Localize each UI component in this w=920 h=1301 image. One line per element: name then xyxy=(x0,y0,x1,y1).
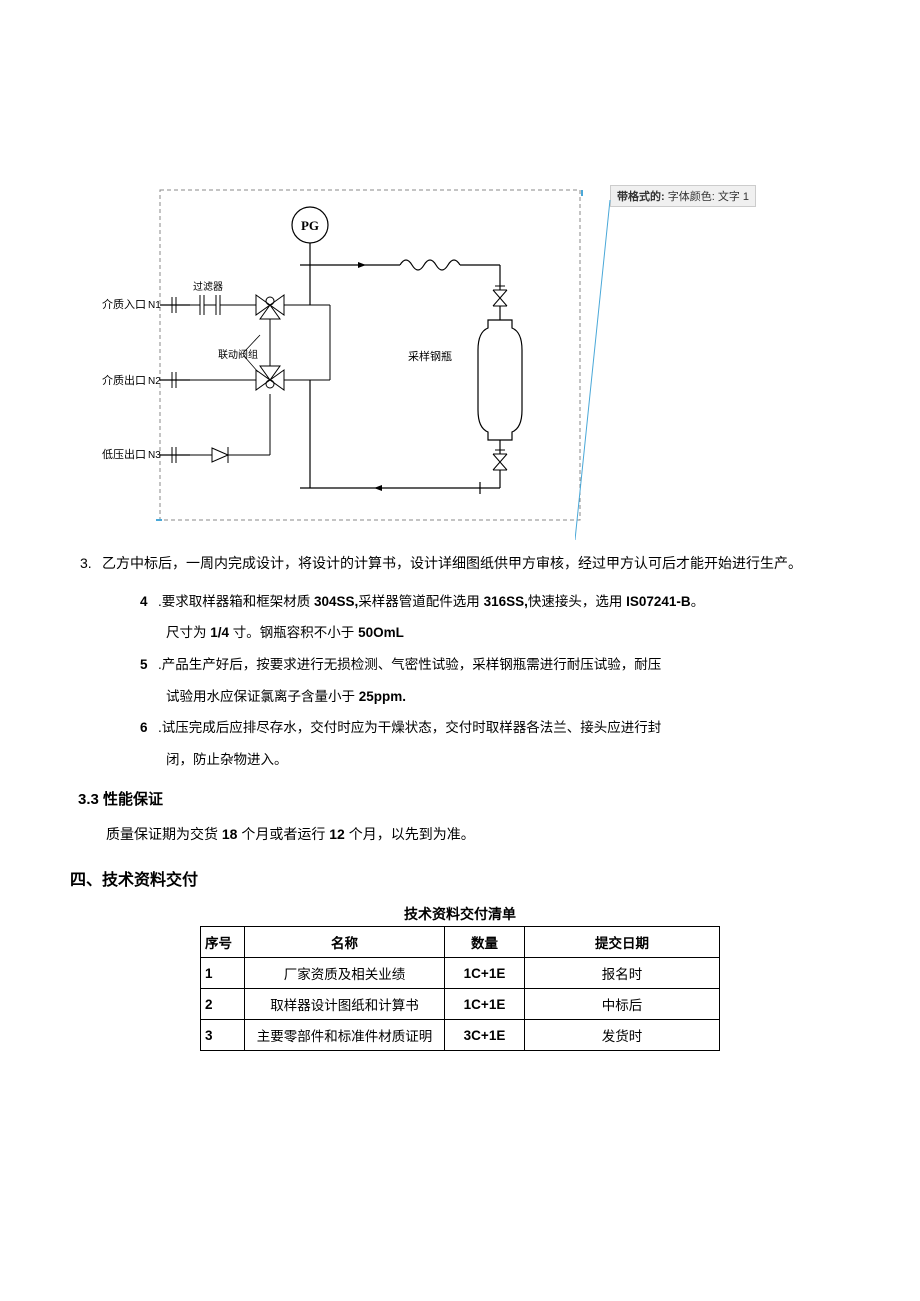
sub-item-continuation: 试验用水应保证氯离子含量小于 25ppm. xyxy=(166,684,860,710)
document-page: PG 采样钢瓶 xyxy=(0,0,920,1091)
th-qty: 数量 xyxy=(445,927,525,958)
filter-label: 过滤器 xyxy=(193,280,223,293)
table-cell: 1C+1E xyxy=(445,989,525,1020)
sub-list-item: 5.产品生产好后，按要求进行无损检测、气密性试验，采样钢瓶需进行耐压试验，耐压 xyxy=(140,652,860,678)
text-span: .试压完成后应排尽存水，交付时应为干燥状态，交付时取样器各法兰、接头应进行封 xyxy=(158,720,661,735)
n2-id: N2 xyxy=(148,376,161,387)
bottle-label: 采样钢瓶 xyxy=(408,349,452,363)
table-row: 2取样器设计图纸和计算书1C+1E中标后 xyxy=(201,989,720,1020)
comment-label: 带格式的: xyxy=(617,191,665,203)
n1-label: 介质入口 xyxy=(102,298,146,311)
table-cell: 主要零部件和标准件材质证明 xyxy=(245,1020,445,1051)
text-span: 12 xyxy=(329,826,348,842)
item3-text: 乙方中标后，一周内完成设计，将设计的计算书，设计详细图纸供甲方审核，经过甲方认可… xyxy=(102,555,802,571)
th-date: 提交日期 xyxy=(525,927,720,958)
table-cell: 中标后 xyxy=(525,989,720,1020)
table-cell: 1C+1E xyxy=(445,958,525,989)
sub-item-continuation: 尺寸为 1/4 寸。钢瓶容积不小于 50OmL xyxy=(166,620,860,646)
th-name: 名称 xyxy=(245,927,445,958)
n3-label: 低压出口 xyxy=(102,447,146,461)
text-span: 尺寸为 xyxy=(166,625,210,640)
text-span: 1/4 xyxy=(210,625,233,640)
table-cell: 取样器设计图纸和计算书 xyxy=(245,989,445,1020)
text-span: 个月或者运行 xyxy=(241,826,329,842)
text-span: 快速接头，选用 xyxy=(528,594,626,609)
text-span: IS07241-B xyxy=(626,594,691,609)
text-span: 18 xyxy=(222,826,241,842)
text-span: 50OmL xyxy=(358,625,404,640)
text-span: 25ppm. xyxy=(359,689,406,704)
text-span: 316SS, xyxy=(484,594,528,609)
sub-item-continuation: 闭，防止杂物进入。 xyxy=(166,747,860,773)
text-span: 采样器管道配件选用 xyxy=(358,594,483,609)
text-span: 寸。钢瓶容积不小于 xyxy=(233,625,358,640)
table-cell: 3 xyxy=(201,1020,245,1051)
n3-id: N3 xyxy=(148,450,161,461)
table-row: 1厂家资质及相关业绩1C+1E报名时 xyxy=(201,958,720,989)
comment-value: 字体颜色: 文字 1 xyxy=(668,191,749,203)
text-span: 。 xyxy=(691,594,705,609)
pg-label: PG xyxy=(301,218,319,233)
text-span: 闭，防止杂物进入。 xyxy=(166,752,288,767)
warranty-text: 质量保证期为交货 18 个月或者运行 12 个月，以先到为准。 xyxy=(106,821,860,848)
n1-id: N1 xyxy=(148,300,161,311)
table-cell: 发货时 xyxy=(525,1020,720,1051)
format-comment: 带格式的: 字体颜色: 文字 1 xyxy=(610,185,756,207)
sub-item-num: 5 xyxy=(140,652,158,678)
text-span: 试验用水应保证氯离子含量小于 xyxy=(166,689,359,704)
table-cell: 3C+1E xyxy=(445,1020,525,1051)
delivery-table: 序号 名称 数量 提交日期 1厂家资质及相关业绩1C+1E报名时2取样器设计图纸… xyxy=(200,926,720,1051)
sub-list: 4.要求取样器箱和框架材质 304SS,采样器管道配件选用 316SS,快速接头… xyxy=(140,589,860,773)
item3-num: 3. xyxy=(80,550,102,577)
text-span: 个月，以先到为准。 xyxy=(349,826,475,842)
diagram-svg: PG 采样钢瓶 xyxy=(100,180,590,530)
sub-list-item: 4.要求取样器箱和框架材质 304SS,采样器管道配件选用 316SS,快速接头… xyxy=(140,589,860,615)
n2-label: 介质出口 xyxy=(102,373,146,387)
table-cell: 厂家资质及相关业绩 xyxy=(245,958,445,989)
sub-list-item: 6.试压完成后应排尽存水，交付时应为干燥状态，交付时取样器各法兰、接头应进行封 xyxy=(140,715,860,741)
text-span: 304SS, xyxy=(314,594,358,609)
piping-diagram: PG 采样钢瓶 xyxy=(100,180,860,530)
text-span: .产品生产好后，按要求进行无损检测、气密性试验，采样钢瓶需进行耐压试验，耐压 xyxy=(158,657,661,672)
text-span: .要求取样器箱和框架材质 xyxy=(158,594,314,609)
sub-item-num: 4 xyxy=(140,589,158,615)
table-cell: 报名时 xyxy=(525,958,720,989)
heading-4: 四、技术资料交付 xyxy=(70,866,860,890)
heading-3-3: 3.3 性能保证 xyxy=(78,788,860,809)
table-row: 3主要零部件和标准件材质证明3C+1E发货时 xyxy=(201,1020,720,1051)
table-cell: 1 xyxy=(201,958,245,989)
sub-item-num: 6 xyxy=(140,715,158,741)
table-title: 技术资料交付清单 xyxy=(60,904,860,924)
table-cell: 2 xyxy=(201,989,245,1020)
list-item-3: 3.乙方中标后，一周内完成设计，将设计的计算书，设计详细图纸供甲方审核，经过甲方… xyxy=(60,550,860,577)
th-seq: 序号 xyxy=(201,927,245,958)
linkage-label: 联动阀组 xyxy=(218,348,258,361)
text-span: 质量保证期为交货 xyxy=(106,826,222,842)
table-header-row: 序号 名称 数量 提交日期 xyxy=(201,927,720,958)
